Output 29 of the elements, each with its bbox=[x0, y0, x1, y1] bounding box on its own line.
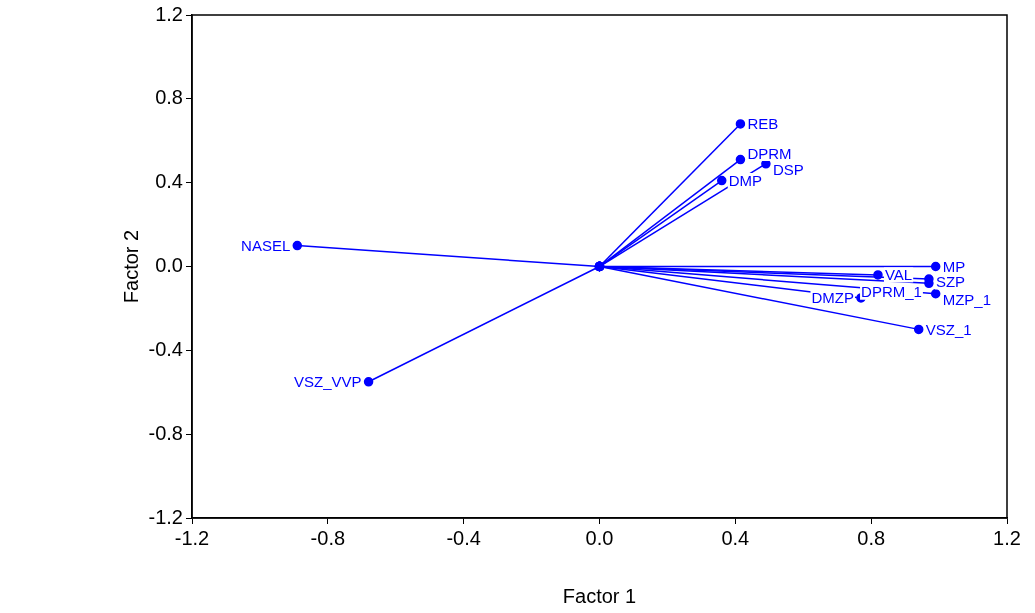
series-label: VSZ_VVP bbox=[294, 372, 362, 390]
series-label: DSP bbox=[772, 160, 804, 178]
x-tick-label: -1.2 bbox=[174, 526, 210, 549]
series-label: REB bbox=[747, 115, 779, 133]
x-axis-title: Factor 1 bbox=[562, 584, 637, 607]
y-axis-title: Factor 2 bbox=[119, 229, 142, 304]
x-tick-label: -0.4 bbox=[446, 526, 481, 549]
series-label: DMZP bbox=[811, 289, 854, 307]
y-tick-label: -1.2 bbox=[148, 505, 183, 528]
series-label: DPRM bbox=[747, 144, 792, 162]
x-tick-label: 0.0 bbox=[585, 526, 614, 549]
y-tick-label: -0.8 bbox=[148, 421, 183, 444]
series-label: DPRM_1 bbox=[861, 283, 922, 301]
x-tick-label: -0.8 bbox=[310, 526, 346, 549]
y-tick-label: 0.0 bbox=[155, 254, 183, 277]
series-label: MZP_1 bbox=[942, 290, 992, 308]
x-tick-label: 1.2 bbox=[993, 526, 1021, 549]
series-label: VAL bbox=[884, 266, 913, 284]
series-label: VSZ_1 bbox=[925, 320, 972, 338]
x-tick-label: 0.8 bbox=[857, 526, 886, 549]
series-label: DMP bbox=[728, 171, 763, 189]
y-tick-label: 0.4 bbox=[155, 170, 183, 193]
y-tick-label: 1.2 bbox=[155, 2, 183, 25]
y-tick-label: 0.8 bbox=[155, 86, 183, 109]
series-label: SZP bbox=[935, 273, 966, 291]
series-label: MP bbox=[942, 257, 966, 275]
series-label: NASEL bbox=[241, 236, 291, 254]
x-tick-label: 0.4 bbox=[721, 526, 750, 549]
y-tick-label: -0.4 bbox=[148, 337, 183, 360]
